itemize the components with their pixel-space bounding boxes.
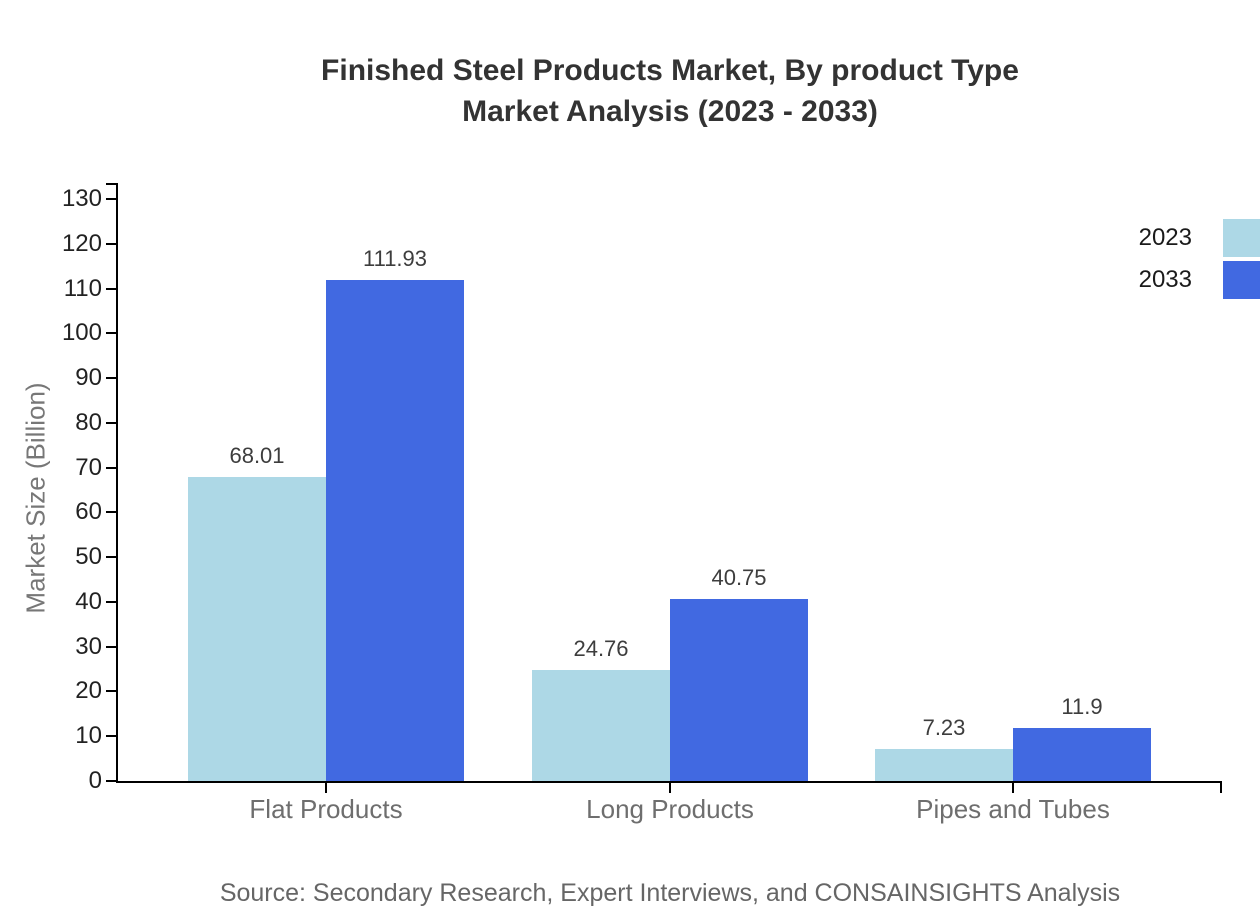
y-tick: [106, 377, 118, 379]
bar-value-label: 11.9: [1061, 694, 1103, 719]
y-tick: [106, 288, 118, 290]
y-axis-line: [116, 183, 118, 783]
x-tick: [325, 783, 327, 793]
bar: [532, 670, 670, 781]
y-tick: [106, 422, 118, 424]
bar-value-label: 111.93: [362, 246, 428, 271]
bar-value-label: 7.23: [922, 715, 966, 740]
y-tick-label: 90: [75, 364, 102, 391]
y-tick: [106, 601, 118, 603]
bar: [875, 749, 1013, 781]
x-tick: [1012, 783, 1014, 793]
x-axis-right-outer-tick: [1220, 783, 1222, 793]
y-tick-label: 0: [88, 767, 102, 794]
x-category-label: Long Products: [586, 794, 754, 824]
bar-value-label: 40.75: [711, 565, 767, 590]
y-tick-label: 10: [75, 722, 102, 749]
bar: [326, 280, 464, 781]
bar-value-label: 68.01: [229, 443, 285, 468]
y-tick-label: 110: [63, 275, 102, 302]
chart-title-line2: Market Analysis (2023 - 2033): [462, 95, 878, 128]
bar: [670, 599, 808, 781]
y-tick: [106, 646, 118, 648]
y-tick-label: 100: [61, 319, 102, 346]
y-tick-label: 120: [61, 230, 102, 257]
legend-label: 2033: [1138, 266, 1192, 293]
y-tick-label: 30: [75, 633, 102, 660]
y-axis-top-outer-tick: [106, 183, 118, 185]
bar-value-label: 24.76: [573, 636, 629, 661]
y-tick: [106, 332, 118, 334]
bar: [188, 477, 326, 781]
y-tick: [106, 690, 118, 692]
y-tick-label: 130: [61, 185, 102, 212]
y-tick: [106, 198, 118, 200]
y-tick: [106, 467, 118, 469]
bar: [1013, 728, 1151, 781]
chart-title-line1: Finished Steel Products Market, By produ…: [321, 54, 1019, 87]
y-tick-label: 50: [75, 543, 102, 570]
x-tick: [669, 783, 671, 793]
y-tick: [106, 780, 118, 782]
y-tick: [106, 735, 118, 737]
y-tick-label: 60: [75, 498, 102, 525]
y-tick: [106, 243, 118, 245]
y-tick: [106, 556, 118, 558]
x-category-label: Pipes and Tubes: [916, 794, 1110, 824]
legend-swatch: [1223, 261, 1260, 299]
y-tick-label: 40: [75, 588, 102, 615]
y-tick: [106, 511, 118, 513]
legend-swatch: [1223, 219, 1260, 257]
x-category-label: Flat Products: [249, 794, 403, 824]
y-tick-label: 20: [75, 677, 102, 704]
legend-label: 2023: [1138, 224, 1192, 251]
source-note: Source: Secondary Research, Expert Inter…: [219, 879, 1121, 907]
x-axis-line: [116, 781, 1222, 783]
y-tick-label: 70: [75, 454, 102, 481]
y-tick-label: 80: [75, 409, 102, 436]
chart-title: Finished Steel Products Market, By produ…: [80, 50, 1260, 132]
